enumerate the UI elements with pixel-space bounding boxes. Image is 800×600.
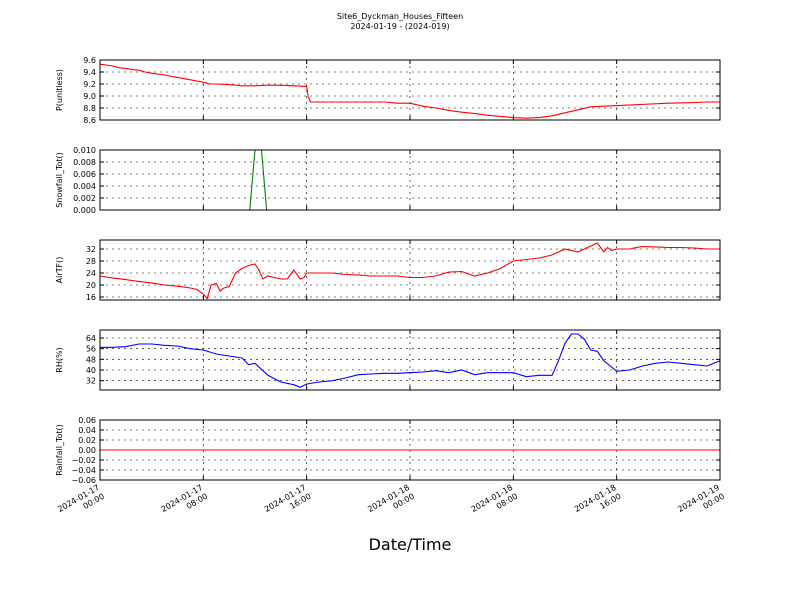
y-tick-label: 0.02 [78, 436, 96, 445]
series-line [100, 333, 721, 388]
panel-1: 9.6 9.4 9.2 9.0 8.8 8.6 P(unitless) [55, 56, 721, 125]
x-tick-label: 2024-01-1716:00 [263, 483, 313, 523]
y-tick-label: 0.006 [73, 170, 96, 179]
y-tick-label: 0.002 [73, 194, 96, 203]
y-tick-label: 9.4 [83, 68, 96, 77]
x-tick-label: 2024-01-1800:00 [366, 483, 416, 523]
x-tick-label: 2024-01-1808:00 [470, 483, 520, 523]
series-line [99, 242, 720, 300]
y-tick-label: −0.04 [71, 466, 96, 475]
panel-3: 32 28 24 20 16 AirTF() [55, 239, 721, 302]
y-tick-label: 9.2 [83, 80, 96, 89]
y-tick-label: −0.02 [71, 456, 96, 465]
y-tick-label: 20 [86, 281, 96, 290]
plot-frame [99, 329, 721, 391]
y-axis-label: Snowfall_Tot() [55, 152, 64, 208]
y-tick-label: 40 [86, 366, 96, 375]
y-tick-label: 0.004 [73, 182, 96, 191]
y-tick-label: 16 [86, 293, 96, 302]
y-tick-label: 0.00 [78, 446, 96, 455]
x-tick-labels: 2024-01-1700:00 2024-01-1708:00 2024-01-17… [56, 483, 726, 523]
y-axis-label: RH(%) [55, 347, 64, 372]
y-tick-label: 0.010 [73, 146, 96, 155]
series-line [99, 63, 720, 119]
y-tick-label: 0.04 [78, 426, 96, 435]
panel-2: 0.010 0.008 0.006 0.004 0.002 0.000 Snowfall_T… [55, 146, 721, 215]
plot-frame [99, 239, 721, 301]
y-tick-label: 64 [86, 334, 96, 343]
y-tick-label: 9.0 [83, 92, 96, 101]
panels-group: 9.69.49.29.08.88.6P(unitless)0.0100.0080… [55, 56, 721, 485]
y-tick-label: 0.000 [73, 206, 96, 215]
x-tick-label: 2024-01-1816:00 [573, 483, 623, 523]
x-tick-label: 2024-01-1708:00 [160, 483, 210, 523]
y-tick-label: 32 [86, 245, 96, 254]
y-tick-label: 8.6 [83, 116, 96, 125]
y-tick-label: 32 [86, 377, 96, 386]
y-axis-label: Rainfall_Tot() [55, 424, 64, 476]
y-tick-label: 56 [86, 345, 96, 354]
chart-title-line2: 2024-01-19 - (2024-019) [350, 22, 449, 31]
x-axis-label: Date/Time [369, 535, 452, 554]
y-tick-label: 0.06 [78, 416, 96, 425]
y-tick-label: 28 [86, 257, 96, 266]
plot-frame [99, 419, 721, 481]
x-tick-label: 2024-01-1900:00 [676, 483, 726, 523]
plot-frame [99, 59, 721, 121]
panel-5: 0.060.040.020.00−0.02−0.04−0.06 Rainfall_… [55, 416, 721, 485]
plot-frame [99, 149, 721, 211]
y-tick-label: −0.06 [71, 476, 96, 485]
y-tick-label: 0.008 [73, 158, 96, 167]
y-tick-label: 9.6 [83, 56, 96, 65]
x-tick-label: 2024-01-1700:00 [56, 483, 106, 523]
chart-title-line1: Site6_Dyckman_Houses_Fifteen [337, 12, 463, 21]
y-tick-label: 48 [86, 355, 96, 364]
y-axis-label: P(unitless) [55, 69, 64, 111]
y-axis-label: AirTF() [55, 257, 64, 284]
y-tick-label: 8.8 [83, 104, 96, 113]
y-tick-label: 24 [86, 269, 96, 278]
